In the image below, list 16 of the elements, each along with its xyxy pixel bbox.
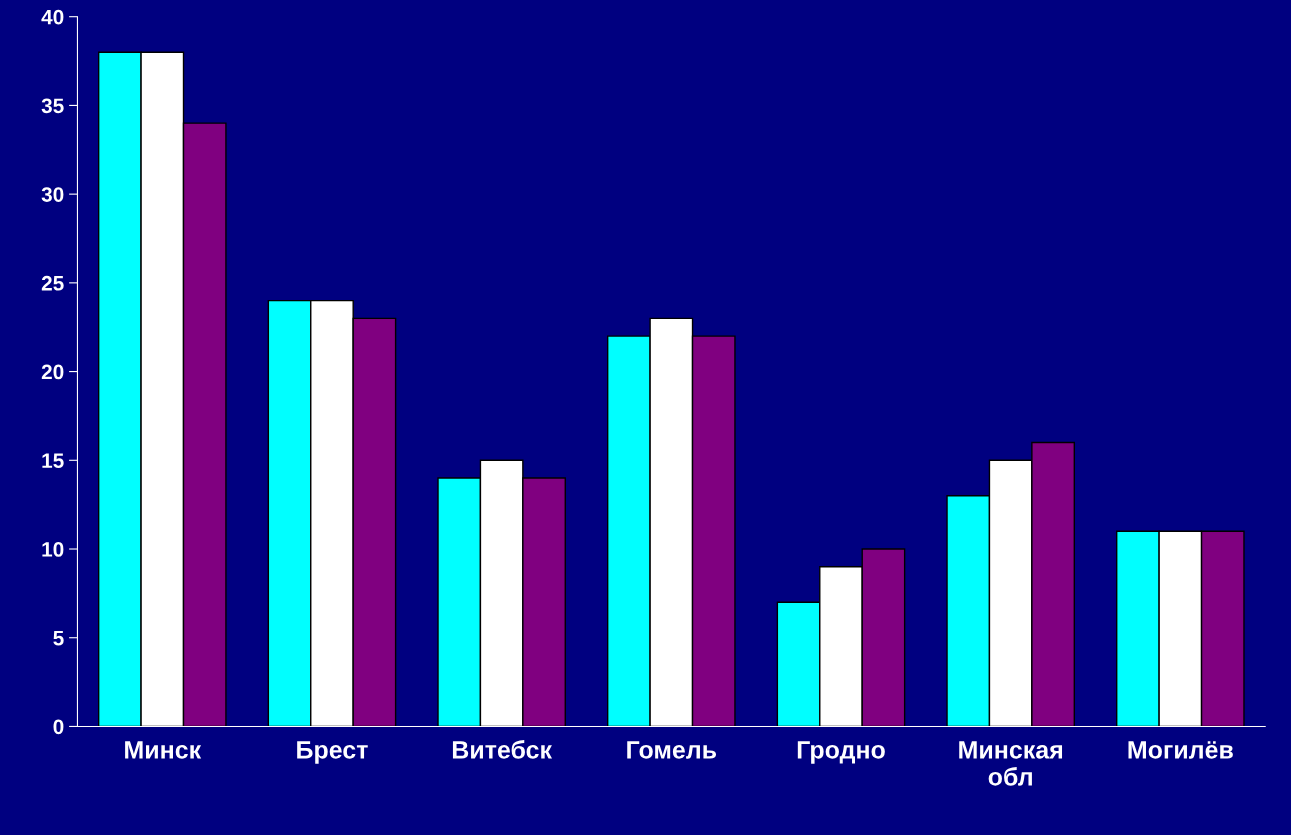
x-tick-label: Минская обл	[959, 741, 1063, 786]
x-tick-label: Гродно	[797, 741, 885, 764]
y-tick-label: 0	[53, 719, 64, 735]
y-tick-label: 25	[41, 275, 64, 291]
x-tick-label: Минск	[125, 741, 202, 759]
y-tick-label: 40	[41, 9, 64, 25]
x-tick-label: Витебск	[452, 740, 553, 759]
y-tick-label: 30	[41, 187, 64, 202]
y-tick-label: 5	[53, 630, 64, 646]
x-tick-label: Гомель	[627, 741, 717, 759]
y-tick-label: 10	[42, 542, 64, 557]
y-tick-label: 35	[41, 98, 64, 114]
x-tick-label: Могилёв	[1128, 741, 1233, 759]
x-tick-label: Брест	[297, 741, 368, 764]
y-tick-label: 20	[41, 364, 64, 380]
y-tick-label: 15	[42, 453, 64, 469]
